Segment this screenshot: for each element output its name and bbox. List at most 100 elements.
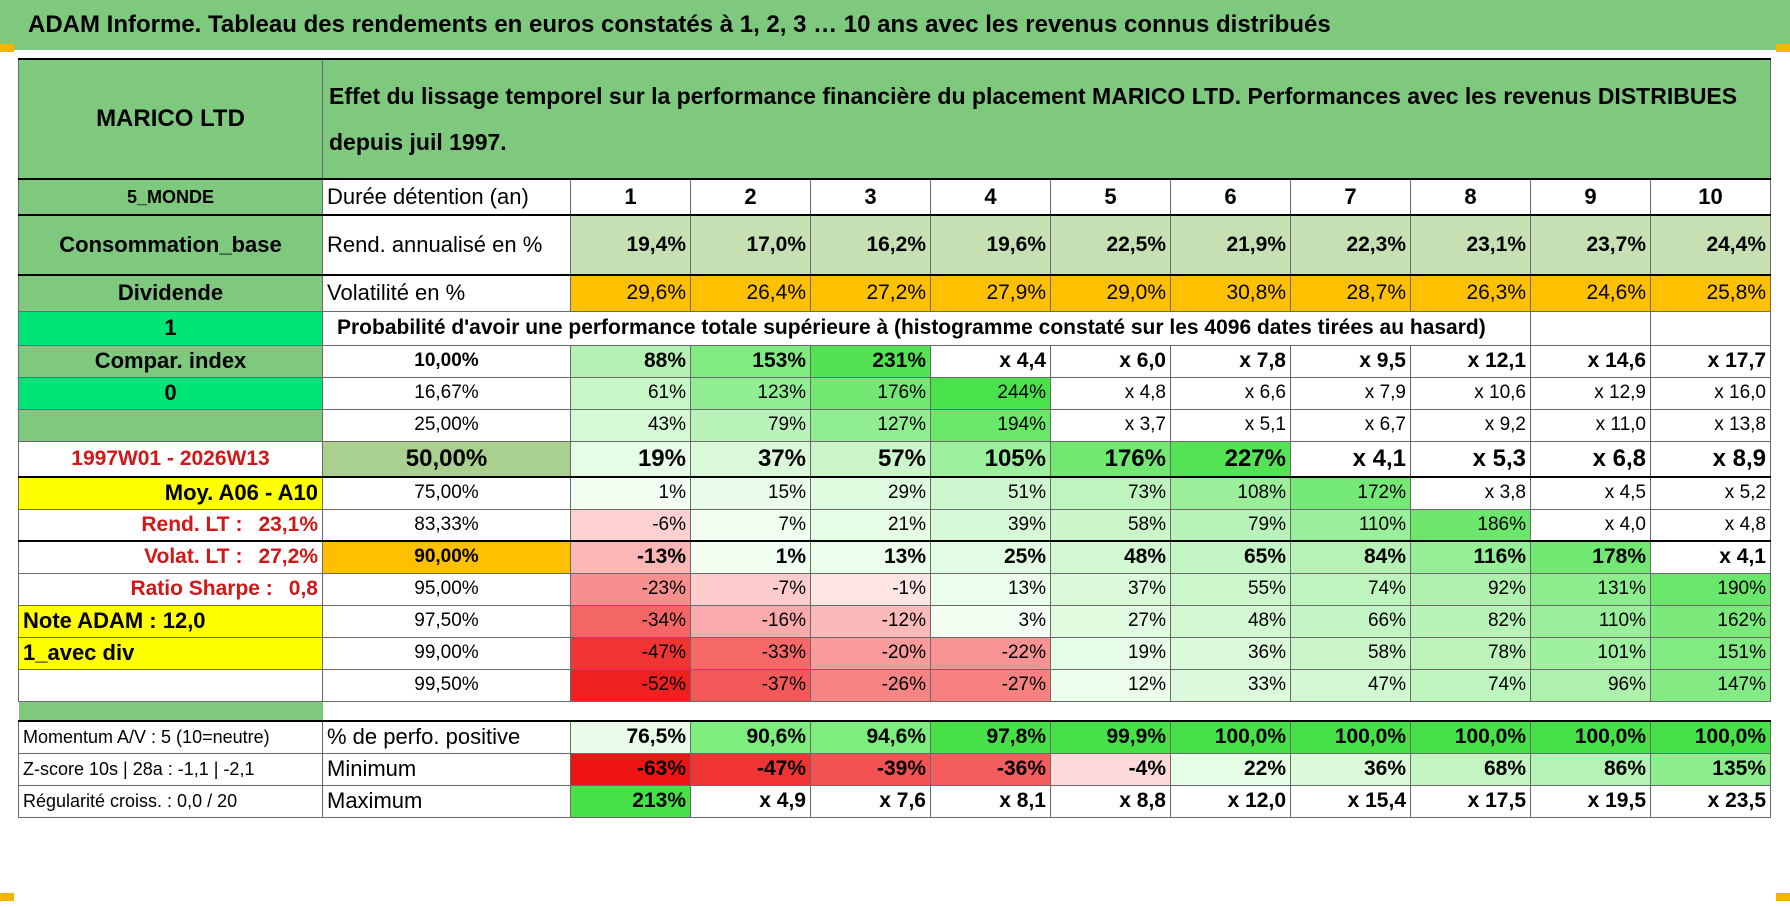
probability-value: 123%	[690, 376, 811, 410]
positive-share-indicator: Momentum A/V : 5 (10=neutre)	[18, 720, 323, 754]
probability-threshold: 99,00%	[322, 636, 571, 670]
probability-value: 82%	[1410, 604, 1531, 638]
probability-value: 110%	[1290, 508, 1411, 542]
flag-one-cell: 1	[18, 310, 323, 346]
year-header: 2	[690, 178, 811, 216]
probability-value: -52%	[570, 668, 691, 702]
minimum-value: -39%	[810, 752, 931, 786]
report-title: ADAM Informe. Tableau des rendements en …	[0, 0, 1790, 50]
sector-cell: Consommation_base	[18, 214, 323, 276]
positive-share-value: 90,6%	[690, 720, 811, 754]
year-header: 8	[1410, 178, 1531, 216]
probability-value: 3%	[930, 604, 1051, 638]
positive-share-value: 100,0%	[1290, 720, 1411, 754]
volatility-value: 26,3%	[1410, 274, 1531, 312]
minimum-value: 68%	[1410, 752, 1531, 786]
probability-value: 25%	[930, 540, 1051, 574]
probability-value: 79%	[690, 408, 811, 442]
probability-value: x 8,9	[1650, 440, 1771, 478]
empty-cell	[1650, 310, 1771, 346]
probability-value: 61%	[570, 376, 691, 410]
probability-value: -37%	[690, 668, 811, 702]
probability-value: -23%	[570, 572, 691, 606]
probability-value: 110%	[1530, 604, 1651, 638]
positive-share-value: 100,0%	[1530, 720, 1651, 754]
probability-threshold: 75,00%	[322, 476, 571, 510]
probability-value: 13%	[930, 572, 1051, 606]
positive-share-value: 97,8%	[930, 720, 1051, 754]
probability-value: x 5,3	[1410, 440, 1531, 478]
probability-title: Probabilité d'avoir une performance tota…	[322, 310, 1531, 346]
maximum-value: x 4,9	[690, 784, 811, 818]
minimum-indicator: Z-score 10s | 28a : -1,1 | -2,1	[18, 752, 323, 786]
probability-value: -7%	[690, 572, 811, 606]
maximum-indicator: Régularité croiss. : 0,0 / 20	[18, 784, 323, 818]
probability-value: x 4,1	[1290, 440, 1411, 478]
probability-value: x 12,9	[1530, 376, 1651, 410]
probability-threshold: 83,33%	[322, 508, 571, 542]
year-header: 4	[930, 178, 1051, 216]
maximum-label: Maximum	[322, 784, 571, 818]
probability-value: x 4,5	[1530, 476, 1651, 510]
long-term-return: Rend. LT : 23,1%	[18, 508, 323, 542]
annualized-return-value: 21,9%	[1170, 214, 1291, 276]
long-term-return-value: 23,1%	[258, 512, 318, 536]
probability-value: 66%	[1290, 604, 1411, 638]
volatility-value: 25,8%	[1650, 274, 1771, 312]
probability-value: 172%	[1290, 476, 1411, 510]
probability-value: x 13,8	[1650, 408, 1771, 442]
maximum-value: x 8,1	[930, 784, 1051, 818]
sharpe-ratio-value: 0,8	[288, 577, 318, 600]
probability-value: 37%	[690, 440, 811, 478]
maximum-value: x 12,0	[1170, 784, 1291, 818]
probability-value: -12%	[810, 604, 931, 638]
corner-marker-right	[1776, 44, 1790, 52]
probability-value: 244%	[930, 376, 1051, 410]
annualized-return-value: 17,0%	[690, 214, 811, 276]
duration-label: Durée détention (an)	[322, 178, 571, 216]
minimum-label: Minimum	[322, 752, 571, 786]
probability-value: 51%	[930, 476, 1051, 510]
probability-value: 58%	[1050, 508, 1171, 542]
compar-index-label: Compar. index	[18, 344, 323, 378]
probability-value: 176%	[1050, 440, 1171, 478]
probability-value: x 6,7	[1290, 408, 1411, 442]
probability-value: 73%	[1050, 476, 1171, 510]
annualized-return-value: 19,6%	[930, 214, 1051, 276]
probability-value: -47%	[570, 636, 691, 670]
probability-value: 186%	[1410, 508, 1531, 542]
minimum-value: -36%	[930, 752, 1051, 786]
probability-value: x 6,0	[1050, 344, 1171, 378]
probability-value: x 4,1	[1650, 540, 1771, 574]
probability-threshold: 90,00%	[322, 540, 571, 574]
maximum-value: x 7,6	[810, 784, 931, 818]
probability-value: 127%	[810, 408, 931, 442]
probability-value: 1%	[570, 476, 691, 510]
probability-value: -1%	[810, 572, 931, 606]
probability-value: 162%	[1650, 604, 1771, 638]
probability-value: x 6,6	[1170, 376, 1291, 410]
probability-value: x 6,8	[1530, 440, 1651, 478]
probability-threshold: 97,50%	[322, 604, 571, 638]
probability-value: 116%	[1410, 540, 1531, 574]
probability-value: -27%	[930, 668, 1051, 702]
probability-value: x 17,7	[1650, 344, 1771, 378]
probability-value: x 4,8	[1050, 376, 1171, 410]
probability-value: 84%	[1290, 540, 1411, 574]
probability-value: 178%	[1530, 540, 1651, 574]
probability-value: 39%	[930, 508, 1051, 542]
probability-value: 37%	[1050, 572, 1171, 606]
minimum-value: -47%	[690, 752, 811, 786]
year-header: 7	[1290, 178, 1411, 216]
annualized-return-value: 16,2%	[810, 214, 931, 276]
long-term-volatility: Volat. LT : 27,2%	[18, 540, 323, 574]
volatility-value: 24,6%	[1530, 274, 1651, 312]
positive-share-value: 100,0%	[1410, 720, 1531, 754]
year-header: 10	[1650, 178, 1771, 216]
annualized-return-value: 24,4%	[1650, 214, 1771, 276]
volatility-value: 30,8%	[1170, 274, 1291, 312]
year-header: 5	[1050, 178, 1171, 216]
probability-value: 176%	[810, 376, 931, 410]
probability-value: -16%	[690, 604, 811, 638]
corner-marker-left	[0, 44, 14, 52]
